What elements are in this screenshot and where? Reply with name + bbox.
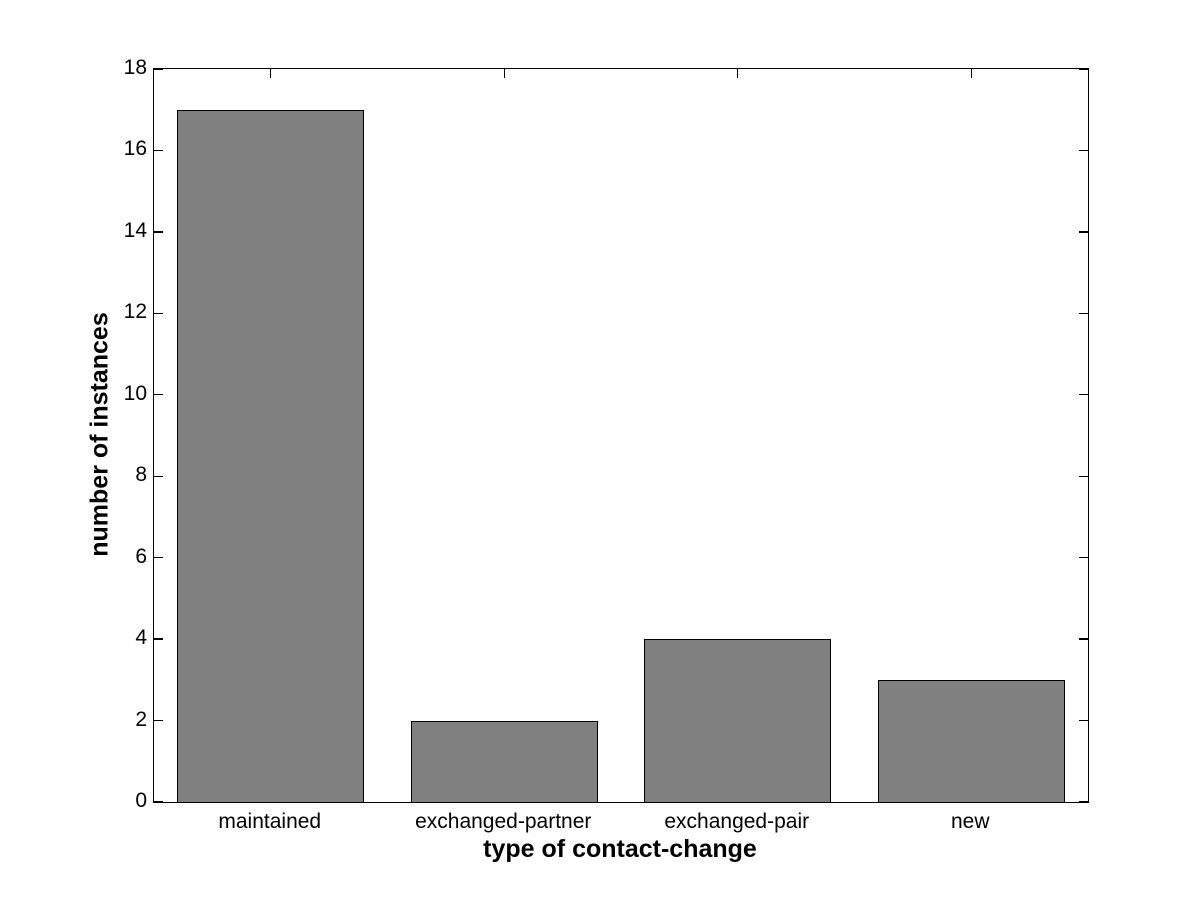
- y-axis-left-tick: [154, 149, 163, 152]
- y-axis-left-tick: [154, 638, 163, 640]
- plot-area: [153, 68, 1089, 803]
- y-tick-label-8: 8: [135, 463, 147, 487]
- x-axis-top-tick: [970, 69, 972, 78]
- y-axis-right-tick: [1079, 475, 1088, 477]
- x-axis-top-tick: [270, 69, 272, 78]
- bar-maintained: [177, 109, 365, 802]
- y-axis-left-tick: [154, 719, 163, 722]
- y-axis-left-tick: [154, 312, 163, 315]
- y-tick-label-10: 10: [123, 381, 147, 405]
- y-axis-left-tick: [154, 394, 163, 396]
- x-axis-top-tick: [737, 69, 739, 78]
- y-tick-label-16: 16: [123, 137, 147, 161]
- x-tick-label-exchanged-partner: exchanged-partner: [415, 810, 592, 833]
- y-tick-label-14: 14: [123, 218, 147, 242]
- y-axis-right-tick: [1079, 556, 1088, 559]
- y-tick-label-12: 12: [123, 300, 147, 324]
- bar-exchanged-pair: [644, 639, 832, 802]
- y-axis-right-tick: [1079, 68, 1088, 70]
- y-axis-left-tick: [154, 68, 163, 70]
- y-tick-label-2: 2: [135, 707, 147, 731]
- y-axis-right-tick: [1079, 801, 1088, 803]
- x-tick-label-exchanged-pair: exchanged-pair: [664, 810, 810, 833]
- x-axis-top-tick: [503, 69, 505, 78]
- y-axis-right-tick: [1079, 638, 1088, 640]
- y-axis-left-tick: [154, 231, 163, 233]
- x-axis-label: type of contact-change: [483, 835, 757, 863]
- y-axis-right-tick: [1079, 394, 1088, 396]
- bar-new: [877, 679, 1065, 802]
- y-axis-left-tick: [154, 556, 163, 559]
- x-tick-label-new: new: [950, 810, 990, 833]
- bar-exchanged-partner: [410, 720, 598, 802]
- x-tick-label-maintained: maintained: [218, 810, 322, 833]
- y-axis-left-tick: [154, 801, 163, 803]
- y-axis-label: number of instances: [85, 312, 114, 557]
- y-tick-label-4: 4: [135, 626, 147, 650]
- y-axis-right-tick: [1079, 231, 1088, 233]
- y-axis-right-tick: [1079, 149, 1088, 152]
- y-tick-label-0: 0: [135, 789, 147, 812]
- y-axis-left-tick: [154, 475, 163, 477]
- y-axis-right-tick: [1079, 312, 1088, 315]
- y-tick-label-18: 18: [123, 56, 147, 79]
- y-tick-label-6: 6: [135, 544, 147, 568]
- y-axis-right-tick: [1079, 719, 1088, 722]
